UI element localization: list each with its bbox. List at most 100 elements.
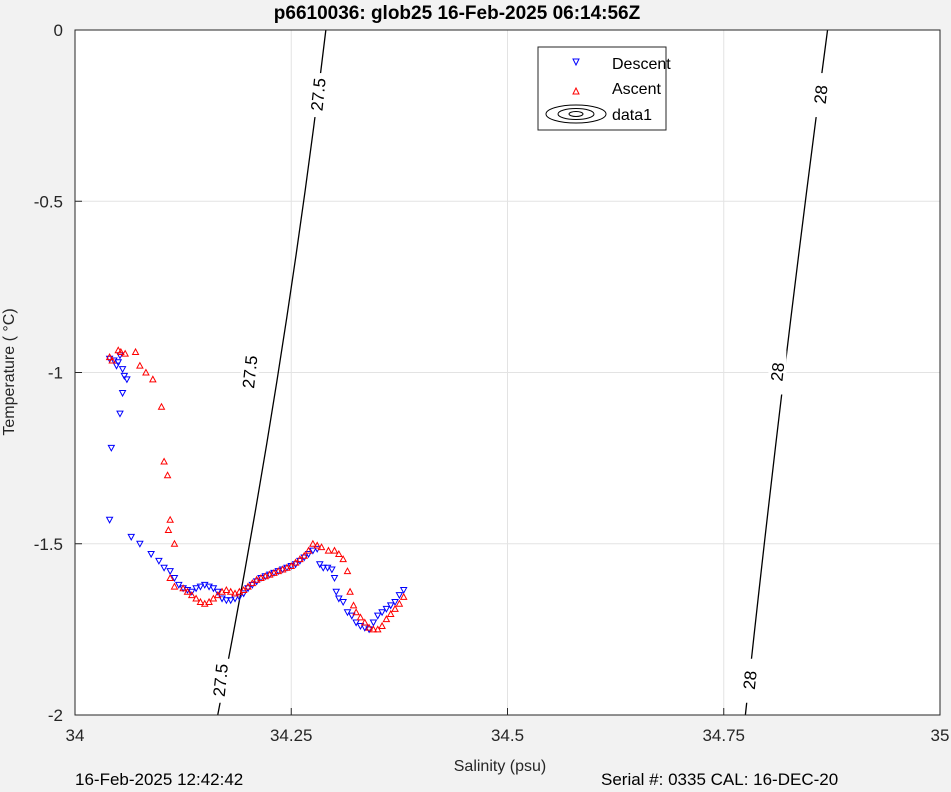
- descent-point: [114, 359, 123, 367]
- ascent-point: [334, 549, 343, 558]
- legend-data1-label: data1: [612, 107, 652, 124]
- ascent-point: [136, 361, 144, 369]
- descent-point: [192, 585, 200, 593]
- density-contours: 27.5 27.5 27.5 28 28 28: [210, 29, 832, 716]
- y-tick-label: -1: [48, 364, 63, 383]
- descent-point: [166, 568, 174, 576]
- descent-point: [107, 444, 116, 452]
- contour-label: 28: [767, 362, 788, 383]
- ascent-point: [300, 551, 309, 559]
- ascent-point: [309, 539, 317, 547]
- x-tick-label: 34.5: [491, 726, 524, 745]
- ascent-point: [399, 592, 408, 600]
- descent-point: [365, 626, 373, 634]
- descent-point: [170, 575, 179, 583]
- descent-point: [187, 588, 196, 596]
- descent-point: [319, 564, 328, 572]
- ascent-point: [222, 585, 231, 593]
- data-markers: [105, 346, 408, 634]
- ascent-point: [205, 597, 213, 605]
- descent-point: [399, 586, 408, 595]
- x-tick-label: 34.75: [702, 726, 745, 745]
- descent-point: [252, 578, 261, 586]
- descent-point: [334, 595, 343, 603]
- ascent-point: [170, 539, 179, 547]
- ascent-point: [330, 546, 339, 554]
- contour-label: 28: [740, 670, 761, 691]
- descent-point: [222, 597, 231, 605]
- descent-point: [296, 557, 304, 565]
- descent-point: [209, 585, 218, 593]
- x-tick-label: 34.25: [270, 726, 313, 745]
- ascent-point: [209, 594, 218, 602]
- ascent-point: [160, 457, 168, 465]
- ascent-point: [346, 587, 354, 595]
- y-tick-label: -2: [48, 706, 63, 725]
- descent-point: [226, 597, 235, 605]
- footer-timestamp: 16-Feb-2025 12:42:42: [75, 770, 244, 789]
- descent-point: [248, 581, 257, 589]
- ascent-point: [163, 471, 172, 479]
- ascent-point: [213, 591, 222, 599]
- ascent-point: [170, 582, 179, 590]
- y-tick-label: -0.5: [34, 192, 63, 211]
- descent-point: [304, 551, 313, 559]
- y-axis-label: Temperature ( °C): [1, 308, 18, 435]
- contour-label: 27.5: [239, 354, 261, 389]
- contour-label: 28: [811, 84, 832, 105]
- contour-label-gap: [768, 350, 787, 395]
- descent-point: [309, 547, 317, 555]
- ascent-point: [248, 579, 257, 587]
- descent-point: [147, 551, 155, 559]
- descent-point: [328, 566, 336, 574]
- ascent-point: [382, 615, 391, 623]
- y-tick-label: -1.5: [34, 535, 63, 554]
- ascent-point: [131, 347, 140, 355]
- legend-descent-marker: [572, 58, 580, 67]
- contour-line: [217, 29, 327, 716]
- descent-point: [213, 588, 222, 596]
- ascent-point: [365, 623, 373, 631]
- ascent-point: [386, 609, 395, 617]
- descent-point: [330, 575, 339, 583]
- footer-serial-cal: Serial #: 0335 CAL: 16-DEC-20: [601, 770, 839, 789]
- ascent-point: [142, 368, 150, 376]
- ascent-point: [226, 587, 235, 595]
- ascent-point: [304, 546, 313, 554]
- legend-ascent-label: Ascent: [612, 81, 661, 98]
- descent-point: [369, 619, 378, 627]
- ascent-point: [192, 594, 200, 602]
- legend-contour-icon: [545, 104, 607, 124]
- ascent-point: [187, 591, 196, 599]
- ascent-point: [164, 526, 173, 534]
- ascent-point: [313, 541, 322, 549]
- descent-point: [116, 410, 124, 418]
- ascent-point: [287, 561, 296, 570]
- ascent-point: [356, 613, 365, 621]
- chart-title: p6610036: glob25 16-Feb-2025 06:14:56Z: [274, 3, 641, 24]
- descent-point: [160, 564, 168, 572]
- descent-point: [196, 583, 205, 591]
- ascent-point: [291, 558, 300, 566]
- descent-point: [352, 619, 360, 627]
- descent-point: [378, 609, 386, 617]
- descent-point: [332, 588, 341, 596]
- contour-label-gap: [740, 658, 759, 703]
- descent-point: [136, 540, 144, 548]
- descent-point: [395, 592, 404, 600]
- contour-label-gap: [309, 73, 328, 118]
- descent-point: [343, 609, 352, 617]
- ascent-point: [121, 349, 130, 357]
- ascent-point: [369, 625, 378, 633]
- axis-ticks: 34 34.25 34.5 34.75 35 0 -0.5 -1 -1.5 -2: [34, 21, 950, 745]
- descent-point: [118, 390, 127, 398]
- ascent-point: [317, 543, 326, 551]
- ascent-point: [373, 625, 382, 633]
- legend-ascent-marker: [572, 86, 580, 95]
- ascent-point: [149, 375, 157, 383]
- descent-point: [120, 372, 129, 380]
- y-tick-label: 0: [54, 21, 63, 40]
- legend: Descent Ascent data1: [537, 46, 671, 131]
- descent-point: [373, 612, 382, 620]
